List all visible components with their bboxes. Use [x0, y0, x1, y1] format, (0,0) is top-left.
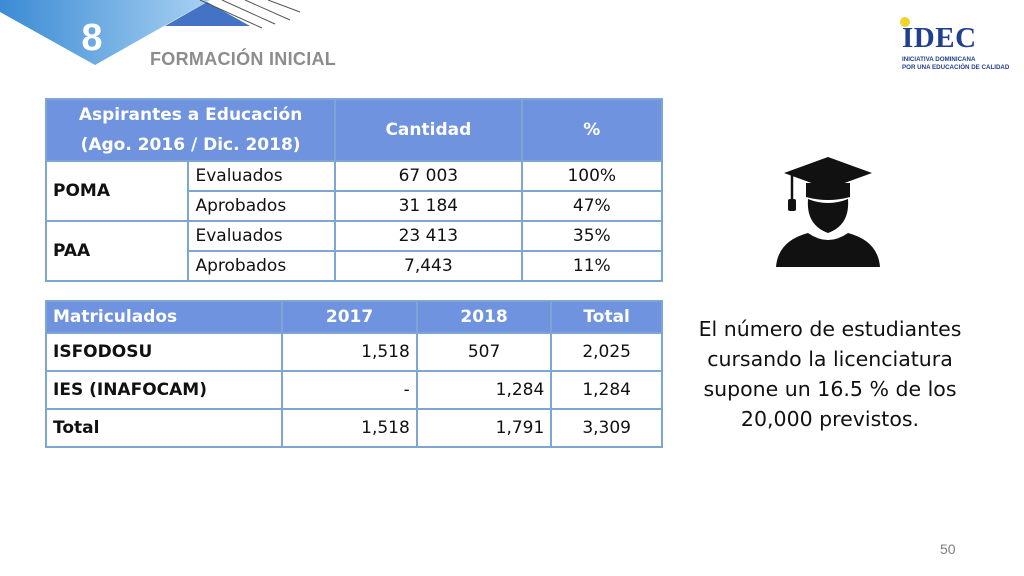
cell-percent: 100% [520, 160, 664, 192]
cell-cantidad: 31 184 [334, 190, 523, 222]
header-2018: 2018 [415, 300, 553, 334]
matriculados-table: Matriculados 2017 2018 Total ISFODOSU 1,… [44, 300, 663, 448]
table-row: ISFODOSU 1,518 507 2,025 [44, 332, 663, 372]
cell-percent: 47% [520, 190, 664, 222]
aspirantes-table: Aspirantes a Educación (Ago. 2016 / Dic.… [44, 98, 664, 282]
cell-2018: 507 [415, 332, 553, 372]
header-cantidad: Cantidad [334, 98, 523, 162]
cell-total: 2,025 [550, 332, 663, 372]
header-total: Total [550, 300, 663, 334]
header-matriculados: Matriculados [44, 300, 284, 334]
row-label: Evaluados [187, 160, 337, 192]
header-aspirantes-line1: Aspirantes a Educación [78, 105, 303, 125]
table-header-row: Aspirantes a Educación (Ago. 2016 / Dic.… [44, 98, 664, 162]
row-label: Aprobados [187, 250, 337, 282]
header-aspirantes: Aspirantes a Educación (Ago. 2016 / Dic.… [44, 98, 337, 162]
cell-2017: 1,518 [281, 332, 418, 372]
graduate-icon [776, 157, 880, 267]
cell-cantidad: 7,443 [334, 250, 523, 282]
cell-2017: - [281, 370, 418, 410]
cell-cantidad: 23 413 [334, 220, 523, 252]
table-header-row: Matriculados 2017 2018 Total [44, 300, 663, 334]
row-label: Aprobados [187, 190, 337, 222]
logo-wordmark: IDEC [902, 22, 977, 54]
logo-tagline-1: INICIATIVA DOMINICANA [902, 56, 976, 63]
table-row: POMA Evaluados 67 003 100% [44, 160, 664, 222]
table-row: Aprobados 31 184 47% [46, 190, 664, 222]
enrollment-note: El número de estudiantes cursando la lic… [698, 317, 962, 431]
row-label: IES (INAFOCAM) [44, 370, 284, 410]
table-row: Aprobados 7,443 11% [46, 250, 664, 282]
row-label: Total [44, 408, 284, 448]
cell-total: 1,284 [550, 370, 663, 410]
table-row: PAA Evaluados 23 413 35% [44, 220, 664, 282]
page-number: 50 [940, 541, 956, 557]
cell-percent: 11% [520, 250, 664, 282]
logo-tagline-2: POR UNA EDUCACIÓN DE CALIDAD [902, 64, 1010, 71]
cell-cantidad: 67 003 [334, 160, 523, 192]
group-name: PAA [44, 220, 190, 282]
header-corner-decoration [0, 0, 301, 65]
cell-2018: 1,791 [415, 408, 553, 448]
idec-logo: IDEC INICIATIVA DOMINICANA POR UNA EDUCA… [888, 15, 1018, 75]
cell-total: 3,309 [550, 408, 663, 448]
cell-percent: 35% [520, 220, 664, 252]
row-label: Evaluados [187, 220, 337, 252]
row-label: ISFODOSU [44, 332, 284, 372]
header-percent: % [520, 98, 664, 162]
group-name: POMA [44, 160, 190, 222]
table-row: IES (INAFOCAM) - 1,284 1,284 [44, 370, 663, 410]
header-2017: 2017 [281, 300, 418, 334]
table-row: Total 1,518 1,791 3,309 [44, 408, 663, 448]
header-aspirantes-line2: (Ago. 2016 / Dic. 2018) [80, 135, 301, 155]
section-title: FORMACIÓN INICIAL [150, 49, 337, 69]
section-number: 8 [81, 17, 103, 59]
star-icon [900, 17, 910, 27]
cell-2017: 1,518 [281, 408, 418, 448]
cell-2018: 1,284 [415, 370, 553, 410]
